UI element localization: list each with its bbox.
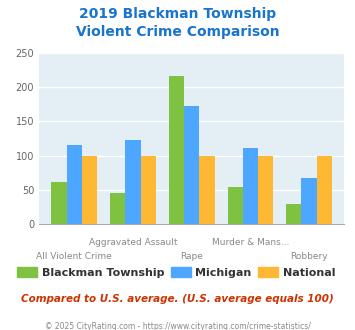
Bar [184,106,200,224]
Bar [228,187,243,224]
Legend: Blackman Township, Michigan, National: Blackman Township, Michigan, National [13,263,339,282]
Bar [51,182,67,224]
Bar [200,156,214,224]
Text: Robbery: Robbery [290,252,328,261]
Bar [169,76,184,224]
Text: Rape: Rape [180,252,203,261]
Bar [67,145,82,224]
Bar [141,156,156,224]
Bar [110,193,125,224]
Bar [286,205,301,224]
Text: Compared to U.S. average. (U.S. average equals 100): Compared to U.S. average. (U.S. average … [21,294,334,304]
Bar [125,140,141,224]
Bar [301,179,317,224]
Bar [243,148,258,224]
Text: 2019 Blackman Township
Violent Crime Comparison: 2019 Blackman Township Violent Crime Com… [76,7,279,39]
Text: © 2025 CityRating.com - https://www.cityrating.com/crime-statistics/: © 2025 CityRating.com - https://www.city… [45,322,310,330]
Text: Murder & Mans...: Murder & Mans... [212,238,289,247]
Text: All Violent Crime: All Violent Crime [37,252,112,261]
Bar [82,156,97,224]
Text: Aggravated Assault: Aggravated Assault [89,238,177,247]
Bar [317,156,332,224]
Bar [258,156,273,224]
